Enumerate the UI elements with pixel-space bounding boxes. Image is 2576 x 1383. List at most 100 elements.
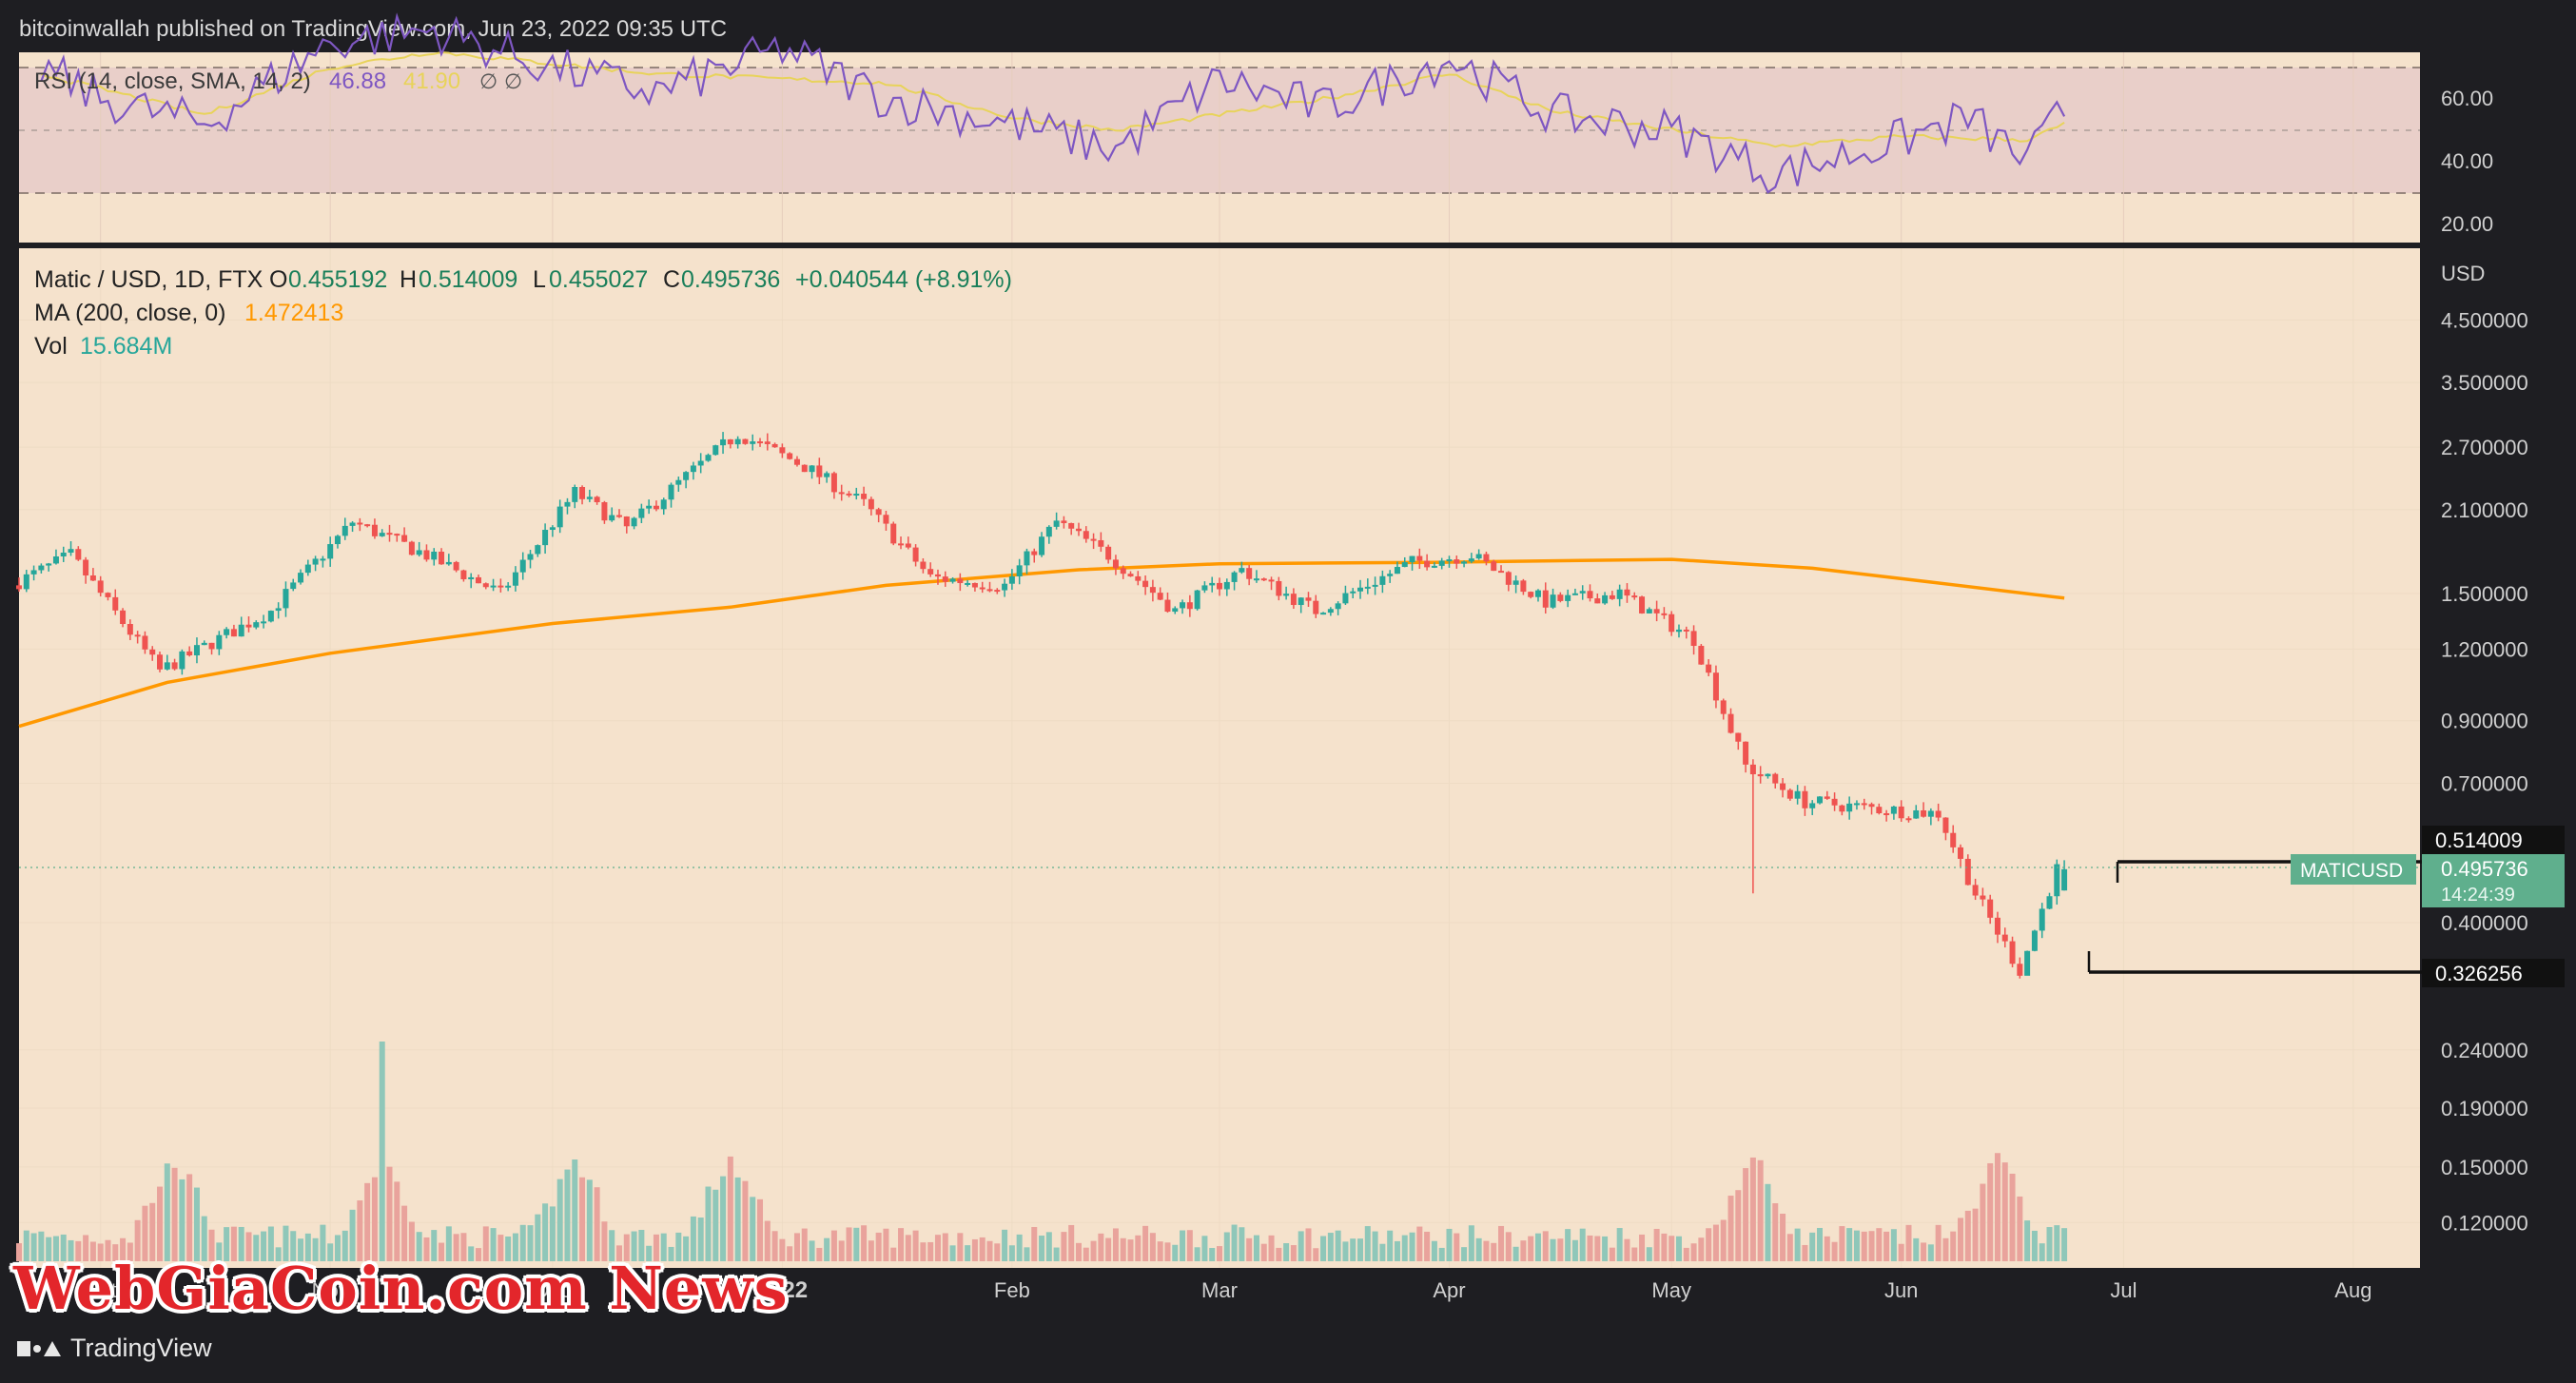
candle-body [927, 569, 934, 575]
volume-bar [1283, 1243, 1290, 1261]
volume-bar [230, 1226, 237, 1261]
candle-body [445, 561, 452, 565]
volume-bar [1550, 1238, 1556, 1261]
candle-body [1431, 565, 1437, 568]
volume-bar [30, 1233, 37, 1261]
time-axis[interactable] [19, 1270, 2420, 1317]
watermark-logo: WebGiaCoin.com News [13, 1254, 789, 1323]
candle-body [1579, 591, 1586, 594]
candle-body [2017, 964, 2023, 976]
candle-body [1520, 580, 1527, 593]
volume-bar [1839, 1226, 1845, 1261]
volume-bar [838, 1240, 845, 1261]
volume-bar [2017, 1196, 2023, 1261]
candle-body [201, 642, 207, 646]
volume-bar [1231, 1224, 1238, 1261]
candle-body [149, 649, 156, 655]
candle-body [2061, 868, 2068, 891]
candle-body [386, 533, 393, 536]
rsi-axis[interactable] [2422, 52, 2576, 243]
candle-body [1194, 590, 1200, 610]
candle-body [482, 583, 489, 588]
volume-bar [416, 1232, 422, 1261]
volume-bar [830, 1230, 837, 1261]
candle-body [1024, 551, 1030, 566]
candle-body [1958, 847, 1964, 859]
candle-body [1016, 565, 1023, 576]
candle-body [1335, 603, 1341, 610]
candle-body [519, 559, 526, 573]
time-label: Mar [1201, 1278, 1238, 1302]
symbol-label: Matic / USD, 1D, FTX [34, 266, 263, 293]
volume-bar [660, 1233, 667, 1261]
volume-bar [357, 1200, 363, 1261]
candle-body [1276, 580, 1282, 596]
candle-body [1720, 700, 1727, 714]
candle-body [1231, 572, 1238, 582]
volume-bar [1246, 1237, 1253, 1261]
volume-bar [1876, 1228, 1883, 1261]
volume-bar [1624, 1238, 1630, 1261]
candle-body [1305, 597, 1312, 601]
volume-bar [683, 1236, 690, 1261]
candle-body [216, 634, 223, 650]
candle-body [357, 522, 363, 525]
candle-body [697, 460, 704, 466]
rsi-tick-40: 40.00 [2441, 149, 2493, 173]
price-tick: 0.400000 [2441, 911, 2528, 935]
candle-body [1624, 589, 1630, 596]
hidden-eye-icon[interactable]: ∅ [479, 69, 498, 93]
volume-bar [1757, 1159, 1764, 1261]
volume-bar [779, 1238, 786, 1261]
volume-bar [1712, 1224, 1719, 1261]
candle-body [1921, 809, 1927, 817]
volume-bar [1927, 1244, 1934, 1261]
volume-bar [482, 1226, 489, 1261]
last-price-tag [2422, 854, 2565, 907]
time-label: Feb [994, 1278, 1030, 1302]
candle-body [379, 533, 385, 536]
time-label: Nov [312, 1278, 349, 1302]
price-axis[interactable] [2422, 248, 2576, 1268]
candle-body [68, 549, 74, 554]
candle-body [1142, 580, 1149, 588]
volume-bar [1653, 1228, 1660, 1261]
time-label: Aug [2334, 1278, 2371, 1302]
candle-body [653, 505, 659, 510]
candle-body [498, 585, 504, 588]
tradingview-logo[interactable]: TradingView [17, 1334, 212, 1363]
price-tick: 2.100000 [2441, 498, 2528, 522]
volume-bar [816, 1247, 823, 1261]
volume-bar [1305, 1228, 1312, 1261]
candle-body [1327, 609, 1334, 614]
candle-body [1980, 895, 1986, 900]
volume-bar [2039, 1243, 2045, 1261]
candle-body [1661, 613, 1668, 615]
volume-bar [1958, 1217, 1964, 1261]
volume-bar [408, 1221, 415, 1261]
visibility-off-icon[interactable]: ∅ [504, 69, 522, 93]
volume-bar [245, 1232, 252, 1261]
candle-body [1409, 555, 1415, 563]
volume-bar [46, 1237, 52, 1261]
volume-bar [1520, 1240, 1527, 1261]
volume-bar [934, 1235, 941, 1261]
volume-bar [1276, 1247, 1282, 1261]
candle-body [2009, 941, 2016, 964]
candle-body [542, 530, 549, 546]
candle-body [660, 499, 667, 510]
volume-bar [334, 1235, 341, 1261]
candle-body [750, 441, 756, 444]
price-tick: 1.200000 [2441, 637, 2528, 661]
rsi-line [40, 12, 2066, 194]
volume-bar [1794, 1228, 1801, 1261]
candle-body [883, 515, 889, 524]
candle-body [1706, 664, 1712, 673]
volume-bar [742, 1180, 749, 1261]
candle-body [1424, 560, 1431, 568]
candle-body [646, 505, 653, 509]
candle-body [38, 565, 45, 571]
volume-bar [1780, 1214, 1786, 1261]
volume-bar [2031, 1230, 2038, 1261]
volume-bar [1505, 1232, 1512, 1261]
